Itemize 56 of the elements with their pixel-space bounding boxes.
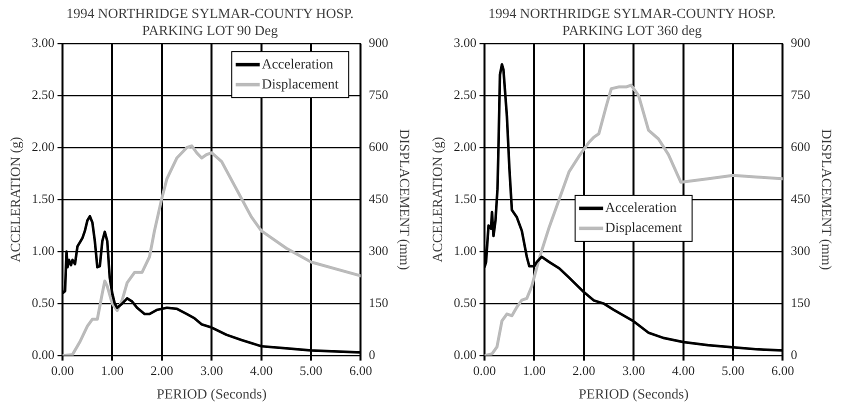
x-axis-title: PERIOD (Seconds)	[578, 387, 689, 402]
y2-tick-label: 300	[368, 243, 388, 258]
x-tick-label: 3.00	[622, 362, 645, 378]
x-tick-label: 5.00	[300, 362, 322, 378]
y-tick-label: 1.00	[454, 243, 477, 258]
y2-tick-label: 450	[368, 191, 388, 206]
x-tick-label: 4.00	[672, 362, 695, 378]
y-tick-label: 1.50	[32, 191, 55, 206]
x-tick-label: 0.00	[473, 362, 496, 378]
x-tick-label: 6.00	[771, 362, 794, 378]
y2-tick-label: 450	[790, 191, 810, 206]
x-tick-label: 2.00	[150, 362, 174, 378]
y-tick-label: 3.00	[454, 35, 477, 50]
x-tick-label: 4.00	[250, 362, 273, 378]
y2-tick-label: 300	[790, 243, 810, 258]
y-axis-title: ACCELERATION (g)	[431, 136, 446, 262]
y-tick-label: 3.00	[32, 35, 55, 50]
chart-title: 1994 NORTHRIDGE SYLMAR-COUNTY HOSP.	[66, 7, 354, 22]
legend-label: Displacement	[605, 220, 682, 236]
y2-axis-title: DISPLACEMENT (mm)	[396, 129, 411, 270]
x-tick-label: 6.00	[349, 362, 372, 378]
legend-label: Acceleration	[605, 200, 677, 216]
y-tick-label: 2.00	[32, 139, 55, 154]
x-tick-label: 1.00	[100, 362, 124, 378]
y2-tick-label: 150	[368, 295, 388, 310]
y2-tick-label: 900	[368, 35, 388, 50]
y-tick-label: 2.50	[32, 87, 55, 102]
y-axis-title: ACCELERATION (g)	[9, 136, 24, 262]
y2-tick-label: 750	[790, 87, 810, 102]
y2-tick-label: 900	[790, 35, 810, 50]
x-tick-label: 2.00	[572, 362, 596, 378]
y2-tick-label: 150	[790, 295, 810, 310]
x-tick-label: 1.00	[522, 362, 546, 378]
y2-tick-label: 750	[368, 87, 388, 102]
chart-subtitle: PARKING LOT 360 deg	[562, 24, 702, 39]
y-tick-label: 2.50	[454, 87, 477, 102]
y2-axis-title: DISPLACEMENT (mm)	[818, 129, 833, 270]
chart-title: 1994 NORTHRIDGE SYLMAR-COUNTY HOSP.	[488, 7, 776, 22]
chart-subtitle: PARKING LOT 90 Deg	[142, 24, 278, 39]
y-tick-label: 0.50	[32, 295, 55, 310]
y-tick-label: 0.00	[32, 347, 55, 362]
x-tick-label: 0.00	[51, 362, 74, 378]
legend-label: Displacement	[262, 77, 339, 92]
legend-label: Acceleration	[262, 57, 334, 72]
y-tick-label: 0.50	[454, 295, 477, 310]
y2-tick-label: 600	[790, 139, 810, 154]
x-axis-title: PERIOD (Seconds)	[156, 387, 267, 402]
x-tick-label: 3.00	[200, 362, 223, 378]
y2-tick-label: 600	[368, 139, 388, 154]
x-tick-label: 5.00	[722, 362, 744, 378]
y2-tick-label: 0	[790, 347, 798, 362]
y-tick-label: 2.00	[454, 139, 477, 154]
y-tick-label: 1.50	[454, 191, 477, 206]
y-tick-label: 0.00	[454, 347, 477, 362]
y2-tick-label: 0	[368, 347, 376, 362]
y-tick-label: 1.00	[32, 243, 55, 258]
